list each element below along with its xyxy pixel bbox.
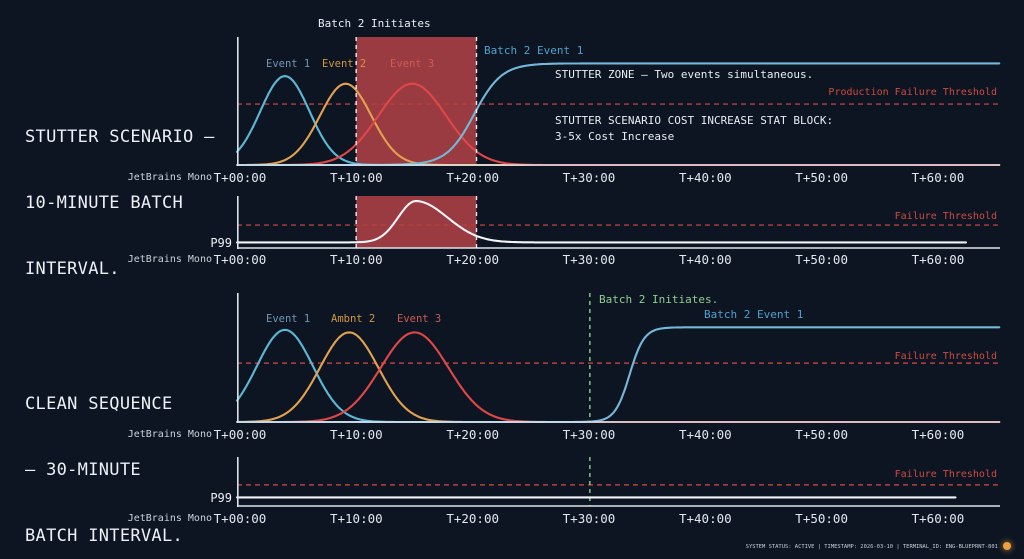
- axis-tick-label: T+00:00: [213, 511, 267, 526]
- axis-tick-label: T+60:00: [911, 170, 965, 185]
- axis-tick-label: T+50:00: [795, 252, 848, 267]
- chart-stutter-event-timeline: [235, 37, 1001, 167]
- scenario-1-title-line: INTERVAL.: [25, 259, 120, 279]
- axis-tick-label: T+40:00: [678, 252, 732, 267]
- scenario-2-title: CLEAN SEQUENCE — 30-MINUTE BATCH INTERVA…: [25, 349, 183, 559]
- axis-tick-label: T+60:00: [911, 427, 965, 442]
- axis-tick-label: T+40:00: [678, 511, 732, 526]
- event2-label: Event 2: [322, 58, 367, 70]
- axis-tick-label: T+10:00: [329, 170, 383, 185]
- scenario-2-title-line: CLEAN SEQUENCE: [25, 394, 173, 414]
- status-indicator-dot: [1003, 542, 1011, 550]
- axis-tick-label: T+40:00: [678, 427, 732, 442]
- chart-stutter-p99-latency: [235, 196, 1000, 249]
- axis-row-stutter-p99: JetBrains Mono T+00:00 T+10:00 T+20:00 T+30:…: [0, 252, 1024, 267]
- status-bar: SYSTEM STATUS: ACTIVE | TIMESTAMP: 2026-…: [627, 540, 1011, 552]
- axis-tick-label: T+30:00: [562, 427, 616, 442]
- axis-tick-label: T+50:00: [795, 170, 848, 185]
- axis-tick-label: T+00:00: [213, 427, 267, 442]
- p99-axis-label: P99: [210, 236, 232, 250]
- axis-font-label: JetBrains Mono: [127, 172, 212, 183]
- scenario-2-title-line: — 30-MINUTE: [25, 460, 141, 480]
- scenario-1-title: STUTTER SCENARIO — 10-MINUTE BATCH INTER…: [25, 82, 215, 324]
- axis-tick-label: T+10:00: [329, 427, 383, 442]
- axis-tick-label: T+50:00: [795, 511, 848, 526]
- event1-label: Event 1: [266, 58, 311, 70]
- stat-block-value: 3-5x Cost Increase: [555, 130, 675, 143]
- batch2-initiates-label-green: Batch 2 Initiates.: [599, 293, 719, 306]
- axis-tick-label: T+20:00: [446, 170, 499, 185]
- failure-threshold-label: Failure Threshold: [894, 351, 997, 362]
- axis-tick-label: T+10:00: [329, 511, 383, 526]
- axis-tick-label: T+20:00: [446, 252, 499, 267]
- axis-tick-label: T+30:00: [562, 170, 616, 185]
- batch2-event1-label: Batch 2 Event 1: [704, 308, 804, 321]
- production-failure-threshold-label: Production Failure Threshold: [828, 87, 997, 98]
- scenario-1-title-line: STUTTER SCENARIO —: [25, 127, 215, 147]
- axis-tick-label: T+60:00: [911, 252, 965, 267]
- status-bar-text: SYSTEM STATUS: ACTIVE | TIMESTAMP: 2026-…: [745, 542, 998, 550]
- axis-font-label: JetBrains Mono: [127, 429, 212, 440]
- event3-label: Event 3: [390, 58, 435, 70]
- batch2-initiates-label: Batch 2 Initiates: [318, 17, 431, 30]
- event3-label: Event 3: [397, 313, 442, 325]
- scenario-2-title-line: BATCH INTERVAL.: [25, 526, 184, 546]
- axis-font-label: JetBrains Mono: [127, 254, 212, 265]
- stat-block-title: STUTTER SCENARIO COST INCREASE STAT BLOC…: [555, 114, 834, 127]
- axis-tick-label: T+20:00: [446, 511, 499, 526]
- axis-tick-label: T+20:00: [446, 427, 499, 442]
- axis-tick-label: T+00:00: [213, 170, 267, 185]
- batch2-event1-label: Batch 2 Event 1: [484, 44, 584, 57]
- chart-clean-p99-latency: [235, 457, 1000, 507]
- axis-tick-label: T+60:00: [911, 511, 965, 526]
- scenario-1-title-line: 10-MINUTE BATCH: [25, 193, 184, 213]
- ambnt2-label: Ambnt 2: [331, 313, 376, 325]
- axis-tick-label: T+30:00: [562, 252, 616, 267]
- failure-threshold-label: Failure Threshold: [894, 211, 997, 222]
- event1-label: Event 1: [266, 313, 311, 325]
- axis-tick-label: T+30:00: [562, 511, 616, 526]
- axis-row-stutter-events: JetBrains Mono T+00:00 T+10:00 T+20:00 T+30:…: [0, 170, 1024, 185]
- axis-tick-label: T+40:00: [678, 170, 732, 185]
- axis-tick-label: T+50:00: [795, 427, 848, 442]
- axis-font-label: JetBrains Mono: [127, 513, 212, 524]
- axis-row-clean-p99: JetBrains Mono T+00:00 T+10:00 T+20:00 T+30:…: [0, 511, 1024, 526]
- failure-threshold-label: Failure Threshold: [894, 469, 997, 480]
- chart-clean-event-timeline: [235, 293, 1001, 424]
- axis-tick-label: T+00:00: [213, 252, 267, 267]
- axis-tick-label: T+10:00: [329, 252, 383, 267]
- stutter-zone-annotation: STUTTER ZONE — Two events simultaneous.: [555, 68, 814, 81]
- p99-axis-label: P99: [210, 491, 232, 505]
- axis-row-clean-events: JetBrains Mono T+00:00 T+10:00 T+20:00 T+30:…: [0, 427, 1024, 442]
